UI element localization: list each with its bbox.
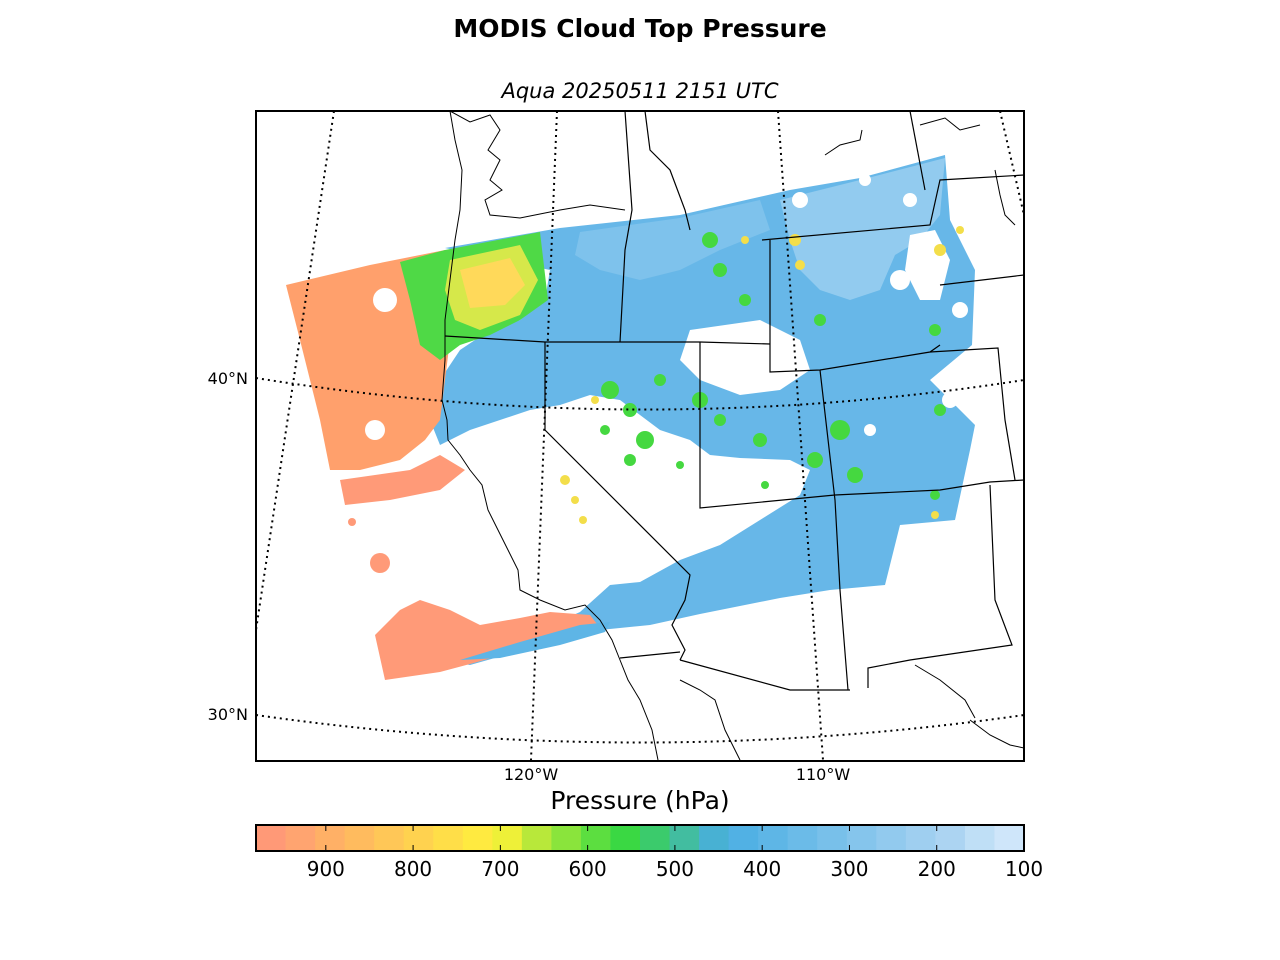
colorbar-ticks: 900 800 700 600 500 400 300 200 100 (307, 825, 1043, 881)
colorbar-frame (255, 824, 1025, 852)
colorbar-swatch (256, 825, 287, 851)
colorbar-swatch (964, 825, 996, 851)
colorbar-swatch (846, 825, 877, 851)
colorbar-swatch (492, 825, 523, 851)
swath-blue-light (780, 158, 945, 300)
colorbar-swatch (787, 825, 818, 851)
colorbar-swatch (640, 825, 671, 851)
colorbar-swatch (669, 825, 700, 851)
colorbar-tick-label: 800 (394, 857, 432, 881)
colorbar-swatch (905, 825, 936, 851)
colorbar-tick-label: 400 (743, 857, 781, 881)
lat-line-30 (256, 714, 1024, 744)
colorbar-tick-label: 700 (481, 857, 519, 881)
colorbar-swatch (462, 825, 493, 851)
colorbar-swatch (315, 825, 346, 851)
colorbar-swatch (285, 825, 316, 851)
map-content (256, 111, 1024, 761)
orange-fringe (348, 518, 390, 573)
colorbar-swatch (610, 825, 641, 851)
colorbar-swatch (344, 825, 375, 851)
lat-label-40n: 40°N (208, 369, 248, 388)
colorbar-swatch (935, 825, 966, 851)
colorbar-tick-label: 100 (1005, 857, 1043, 881)
state-borders (444, 111, 1024, 691)
graticule (256, 111, 1024, 761)
map-frame (255, 110, 1025, 762)
convective-cells (600, 232, 946, 500)
colorbar-tick-label: 300 (830, 857, 868, 881)
colorbar-label: Pressure (hPa) (550, 786, 730, 815)
colorbar-swatch (433, 825, 464, 851)
lat-line-40 (256, 377, 1024, 411)
lon-label-110w: 110°W (796, 765, 851, 784)
swath-low-orange-2 (340, 455, 465, 505)
colorbar-swatches (256, 825, 1025, 851)
colorbar-tick-label: 200 (918, 857, 956, 881)
clear-holes (365, 174, 968, 440)
colorbar-swatch (728, 825, 759, 851)
colorbar-tick-label: 600 (569, 857, 607, 881)
chart-subtitle: Aqua 20250511 2151 UTC (501, 79, 779, 103)
colorbar-swatch (551, 825, 582, 851)
colorbar-swatch (403, 825, 434, 851)
lon-line-100 (999, 111, 1024, 216)
swath-yellow-2 (460, 258, 525, 308)
swath-socal-blue (460, 622, 610, 660)
lon-label-120w: 120°W (504, 765, 559, 784)
lat-label-30n: 30°N (208, 705, 248, 724)
colorbar-tick-label: 900 (307, 857, 345, 881)
swath-southwest-low (375, 600, 600, 680)
chart-title: MODIS Cloud Top Pressure (453, 14, 827, 43)
lon-line-120 (530, 111, 558, 761)
lon-line-110 (777, 111, 824, 761)
colorbar-swatch (580, 825, 612, 851)
colorbar-swatch (374, 825, 405, 851)
colorbar-swatch (521, 825, 552, 851)
colorbar-swatch (994, 825, 1025, 851)
colorbar-swatch (876, 825, 907, 851)
colorbar-swatch (758, 825, 789, 851)
colorbar-swatch (699, 825, 730, 851)
colorbar-tick-label: 500 (656, 857, 694, 881)
swath-clear-gap-2 (540, 420, 700, 570)
cloud-swath (286, 155, 975, 680)
swath-clear-gap (680, 320, 810, 395)
colorbar-swatch (817, 825, 848, 851)
high-yellow-cells (560, 226, 964, 524)
swath-blue-light-2 (575, 200, 770, 280)
